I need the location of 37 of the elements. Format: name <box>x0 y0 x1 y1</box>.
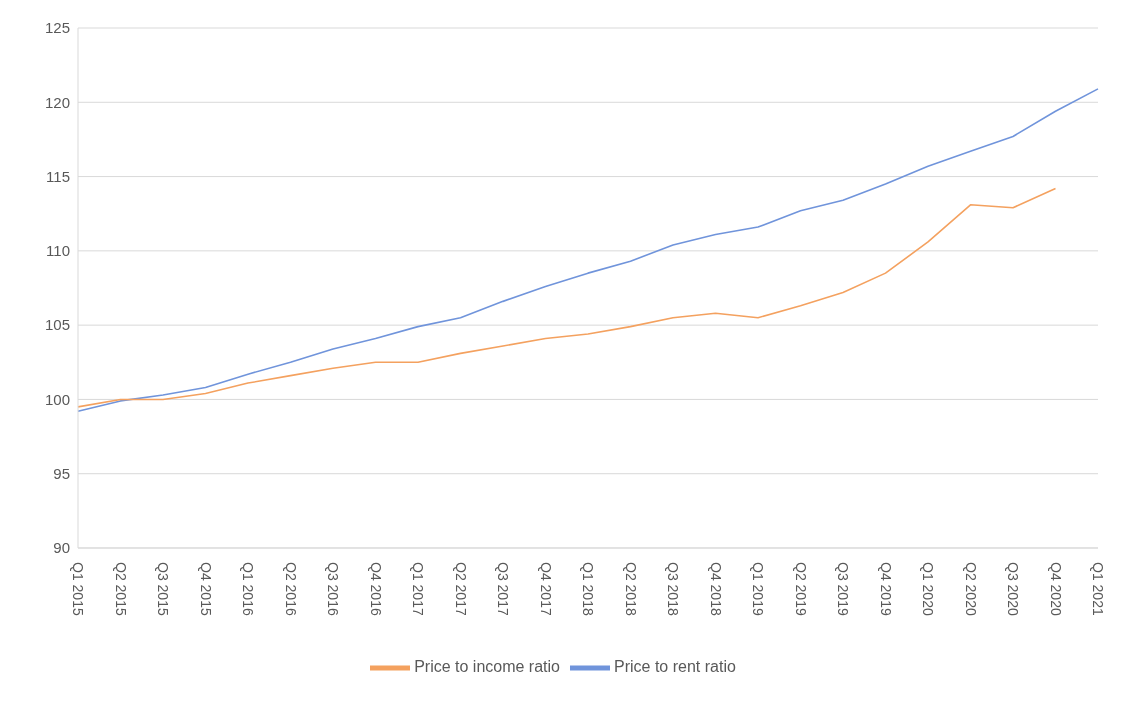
y-tick-label: 100 <box>44 390 70 408</box>
line-series <box>77 88 1099 413</box>
y-tick-label: 105 <box>44 316 70 334</box>
y-tick-label: 95 <box>53 465 70 483</box>
x-tick-label: Q1 2015 <box>70 562 86 616</box>
x-tick-label: Q4 2019 <box>877 562 894 616</box>
x-tick-label: Q1 2016 <box>240 562 256 616</box>
x-tick-label: Q3 2019 <box>835 562 851 616</box>
x-tick-label: Q3 2017 <box>495 562 511 616</box>
line-series <box>77 187 1057 408</box>
y-tick-label: 115 <box>46 167 70 185</box>
y-tick-label: 90 <box>53 539 70 557</box>
x-tick-label: Q3 2020 <box>1005 562 1021 616</box>
y-tick-label: 125 <box>44 19 70 37</box>
x-tick-label: Q2 2017 <box>452 562 469 616</box>
x-tick-label: Q4 2016 <box>367 562 384 616</box>
x-tick-label: Q4 2015 <box>197 562 214 616</box>
x-tick-label: Q3 2016 <box>325 562 341 616</box>
x-tick-label: Q1 2021 <box>1090 562 1106 616</box>
y-tick-label: 120 <box>44 93 70 111</box>
x-tick-label: Q3 2015 <box>155 562 171 616</box>
x-tick-label: Q4 2018 <box>707 562 724 616</box>
x-tick-label: Q1 2020 <box>920 562 936 616</box>
x-tick-label: Q4 2020 <box>1047 562 1064 616</box>
x-tick-label: Q1 2018 <box>580 562 596 616</box>
x-tick-label: Q1 2017 <box>410 562 426 616</box>
x-tick-label: Q2 2015 <box>112 562 129 616</box>
x-tick-label: Q1 2019 <box>750 562 766 616</box>
x-tick-label: Q2 2016 <box>282 562 299 616</box>
x-tick-label: Q4 2017 <box>537 562 554 616</box>
legend-label: Price to income ratio <box>414 658 560 676</box>
x-tick-label: Q2 2020 <box>962 562 979 616</box>
x-tick-label: Q3 2018 <box>665 562 681 616</box>
y-tick-label: 110 <box>46 242 70 260</box>
x-tick-label: Q2 2018 <box>622 562 639 616</box>
legend-label: Price to rent ratio <box>614 658 736 676</box>
x-tick-label: Q2 2019 <box>792 562 809 616</box>
